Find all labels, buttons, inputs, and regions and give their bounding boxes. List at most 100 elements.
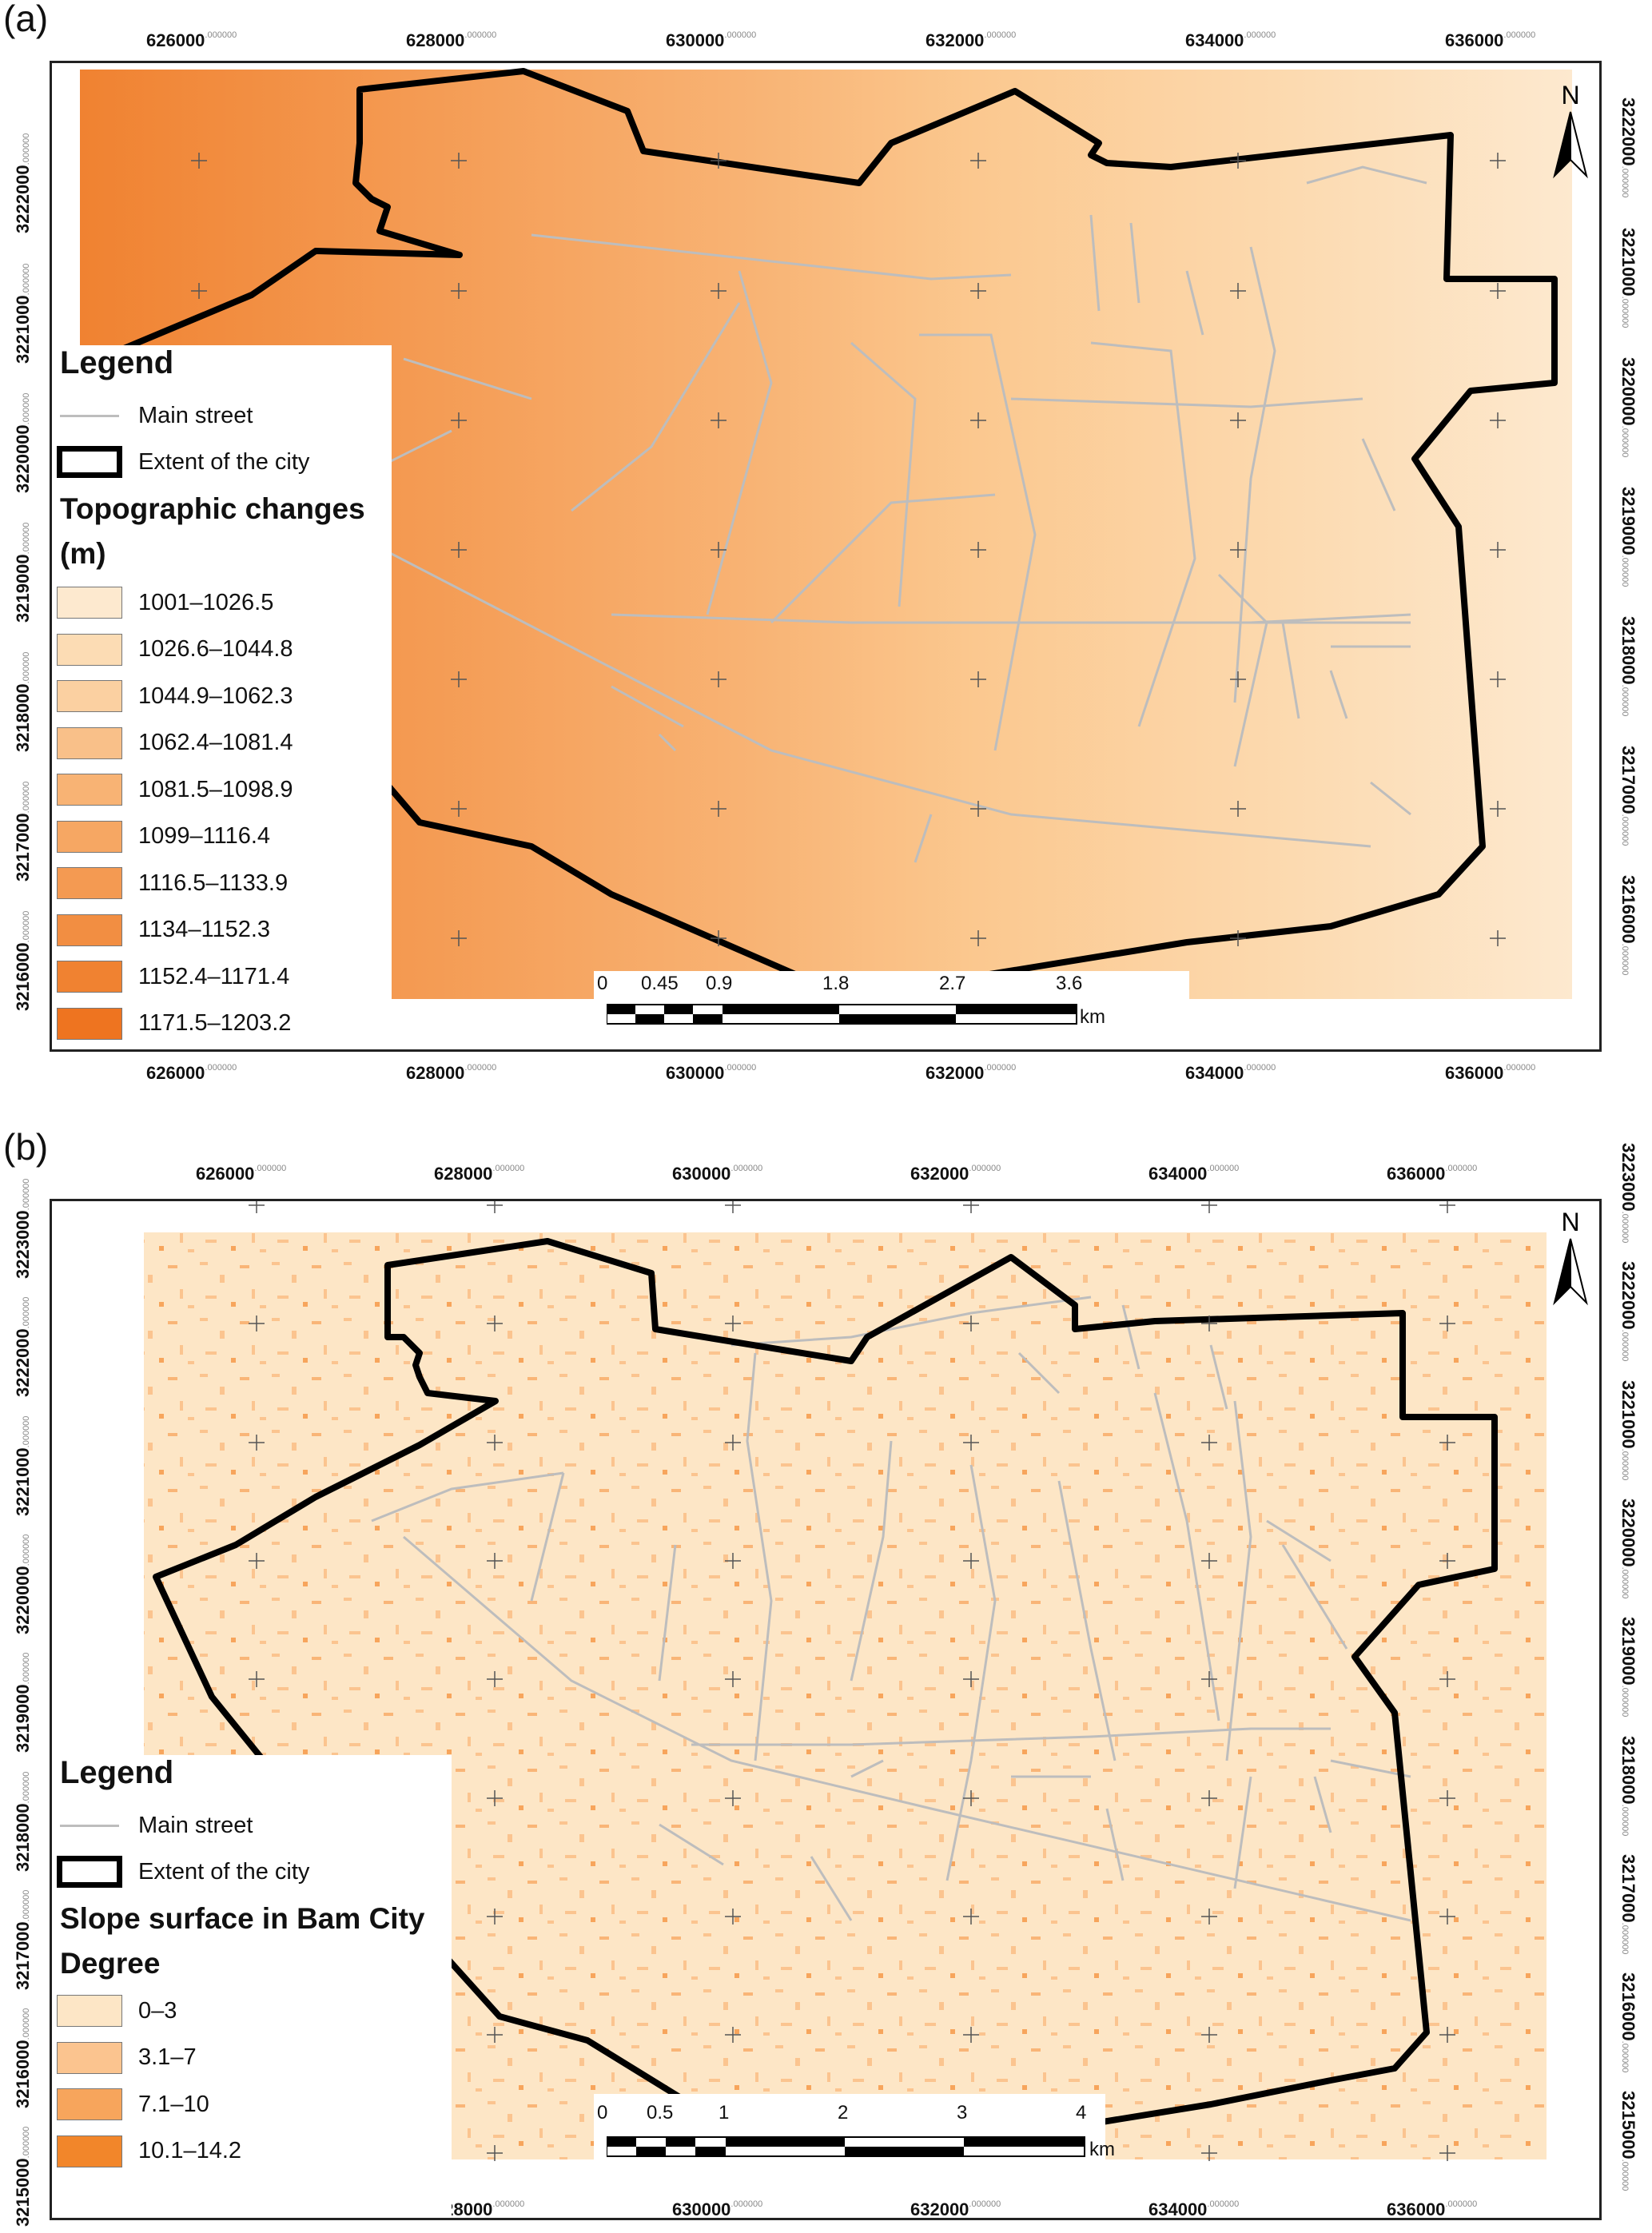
y-tick-label: 3221000.000000 (13, 1415, 33, 1516)
legend-title: Legend (60, 345, 174, 380)
legend-class-label: 10.1–14.2 (138, 2138, 242, 2163)
grid-cross (1201, 1316, 1217, 1331)
grid-cross (711, 671, 726, 687)
x-tick-label: 634000.000000 (1185, 30, 1276, 50)
scale-tick-label: 0.5 (647, 2102, 674, 2124)
grid-cross (487, 1909, 503, 1925)
legend-street: Main street (57, 1809, 253, 1841)
grid-cross (1490, 801, 1506, 817)
grid-cross (970, 671, 986, 687)
y-tick-label: 3220000.000000 (1618, 1499, 1638, 1599)
legend-swatch (57, 1007, 122, 1040)
grid-cross (963, 1671, 979, 1687)
y-tick-label: 3218000.000000 (1618, 1736, 1638, 1837)
y-tick-label: 3217000.000000 (13, 781, 33, 882)
legend-class-label: 0–3 (138, 1997, 177, 2024)
grid-cross (487, 1201, 503, 1213)
grid-cross (1490, 671, 1506, 687)
x-tick-label: 630000.000000 (666, 30, 757, 50)
legend-class-label: 1062.4–1081.4 (138, 730, 293, 755)
grid-cross (970, 542, 986, 558)
legend-class-title: Topographic changes (60, 492, 365, 525)
grid-cross (970, 153, 986, 169)
y-tick-label: 3220000.000000 (1618, 357, 1638, 458)
scale-tick-label: 2 (838, 2102, 849, 2124)
legend-class-label: 1134–1152.3 (138, 917, 271, 942)
legend-class-item: 1171.5–1203.2 (57, 1007, 291, 1040)
y-tick-label: 3219000.000000 (13, 1652, 33, 1753)
legend-class-item: 10.1–14.2 (57, 2135, 241, 2167)
y-tick-label: 3215000.000000 (13, 2126, 33, 2227)
y-tick-label: 3218000.000000 (13, 651, 33, 752)
grid-cross (1230, 153, 1246, 169)
y-tick-label: 3221000.000000 (1618, 228, 1638, 328)
x-tick-label: 632000.000000 (910, 1164, 1001, 1184)
grid-cross (487, 1553, 503, 1569)
y-tick-label: 3220000.000000 (13, 1534, 33, 1634)
legend-swatch (57, 1995, 122, 2027)
y-tick-label: 3216000.000000 (1618, 875, 1638, 976)
x-tick-label: 632000.000000 (926, 30, 1017, 50)
legend-class-label: 1081.5–1098.9 (138, 776, 293, 802)
grid-cross (1439, 1201, 1455, 1213)
legend-class-item: 1044.9–1062.3 (57, 680, 293, 712)
grid-cross (1230, 283, 1246, 299)
legend-class-item: 1152.4–1171.4 (57, 961, 289, 993)
x-tick-label: 632000.000000 (926, 1063, 1017, 1083)
legend-swatch (57, 2041, 122, 2074)
grid-cross (711, 412, 726, 428)
legend-class-item: 1062.4–1081.4 (57, 726, 293, 759)
grid-cross (191, 283, 207, 299)
grid-cross (711, 153, 726, 169)
legend-class-label: 1026.6–1044.8 (138, 636, 293, 662)
panel-b-legend: Legend Main street Extent of the city Sl… (52, 1755, 452, 2217)
grid-cross (725, 2027, 741, 2043)
grid-cross (970, 412, 986, 428)
grid-cross (1490, 412, 1506, 428)
grid-cross (1201, 2145, 1217, 2161)
grid-cross (451, 542, 467, 558)
grid-cross (451, 283, 467, 299)
y-tick-label: 3222000.000000 (13, 1296, 33, 1397)
x-tick-label: 634000.000000 (1148, 1164, 1240, 1184)
x-tick-label: 626000.000000 (146, 1063, 237, 1083)
grid-cross (1230, 930, 1246, 946)
grid-cross (487, 1790, 503, 1806)
legend-extent: Extent of the city (57, 446, 309, 478)
grid-cross (970, 930, 986, 946)
legend-class-title: Slope surface in Bam City (60, 1902, 425, 1935)
slope-raster-upper (144, 1232, 1547, 1792)
legend-class-label: 7.1–10 (138, 2091, 209, 2117)
grid-cross (1439, 1790, 1455, 1806)
scale-tick-label: 4 (1076, 2102, 1087, 2124)
scale-unit: km (1089, 2139, 1115, 2160)
legend-class-item: 0–3 (57, 1995, 177, 2027)
legend-title: Legend (60, 1755, 174, 1790)
x-tick-label: 626000.000000 (146, 30, 237, 50)
panel-a-legend: Legend Main street Extent of the city To… (52, 345, 392, 1049)
grid-cross (711, 542, 726, 558)
grid-cross (711, 801, 726, 817)
grid-cross (1439, 2027, 1455, 2043)
legend-class-item: 1001–1026.5 (57, 587, 273, 619)
grid-cross (963, 2027, 979, 2043)
grid-cross (963, 1553, 979, 1569)
legend-class-label: 1001–1026.5 (138, 589, 274, 615)
street-line-icon (57, 1809, 122, 1841)
legend-class-item: 3.1–7 (57, 2041, 197, 2074)
grid-cross (1201, 2027, 1217, 2043)
panel-b-scalebar: 0 0.5 1 2 3 4 km (594, 2094, 1115, 2174)
legend-class-label: 1152.4–1171.4 (138, 963, 290, 989)
y-tick-label: 3222000.000000 (1618, 1261, 1638, 1362)
grid-cross (487, 1435, 503, 1451)
legend-class-label: 1099–1116.4 (138, 823, 271, 849)
panel-b-label: (b) (3, 1126, 49, 1168)
y-tick-label: 3221000.000000 (1618, 1380, 1638, 1481)
grid-cross (711, 283, 726, 299)
x-tick-label: 636000.000000 (1445, 30, 1536, 50)
legend-street-label: Main street (138, 402, 253, 428)
legend-class-item: 1026.6–1044.8 (57, 633, 293, 666)
y-tick-label: 3222000.000000 (1618, 98, 1638, 198)
legend-swatch (57, 2088, 122, 2120)
grid-cross (1201, 1553, 1217, 1569)
